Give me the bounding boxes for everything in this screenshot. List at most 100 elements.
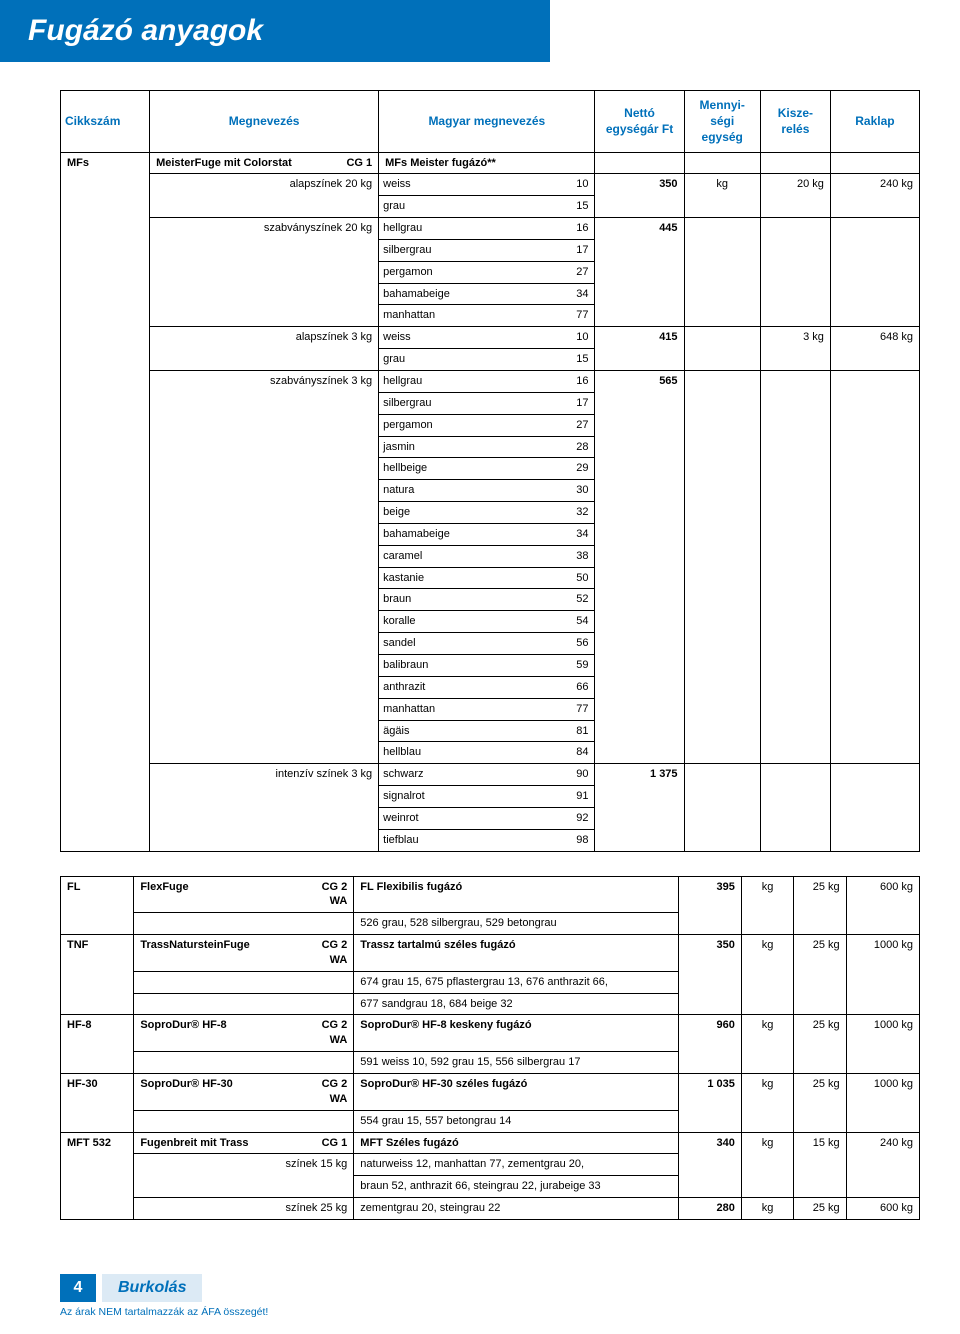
product-extra-row: színek 25 kgzementgrau 20, steingrau 222… bbox=[61, 1198, 920, 1220]
color-name: weiss bbox=[379, 327, 551, 349]
color-name: koralle bbox=[379, 611, 551, 633]
cell-empty bbox=[684, 152, 760, 174]
cell-cg: CG 2 WA bbox=[296, 1074, 354, 1111]
color-num: 29 bbox=[550, 458, 595, 480]
cell-hu-sub: 591 weiss 10, 592 grau 15, 556 silbergra… bbox=[354, 1052, 679, 1074]
color-num: 52 bbox=[550, 589, 595, 611]
pack bbox=[760, 371, 830, 764]
pallet: 240 kg bbox=[846, 1132, 919, 1198]
pallet: 600 kg bbox=[846, 1198, 919, 1220]
product-row: HF-8SoproDur® HF-8CG 2 WASoproDur® HF-8 … bbox=[61, 1015, 920, 1052]
color-name: balibraun bbox=[379, 654, 551, 676]
color-num: 66 bbox=[550, 676, 595, 698]
color-num: 28 bbox=[550, 436, 595, 458]
unit bbox=[684, 764, 760, 851]
cell-hu-sub: naturweiss 12, manhattan 77, zementgrau … bbox=[354, 1154, 679, 1176]
cell-empty bbox=[760, 152, 830, 174]
product-title-row: MFsMeisterFuge mit ColorstatCG 1MFs Meis… bbox=[61, 152, 920, 174]
pallet: 648 kg bbox=[830, 327, 919, 371]
color-name: silbergrau bbox=[379, 239, 551, 261]
group-label: szabványszínek 3 kg bbox=[150, 371, 379, 764]
color-num: 30 bbox=[550, 480, 595, 502]
color-name: grau bbox=[379, 196, 551, 218]
product-table-1: Cikkszám Megnevezés Magyar megnevezés Ne… bbox=[60, 90, 920, 852]
group-label: intenzív színek 3 kg bbox=[150, 764, 379, 851]
th-magyar: Magyar megnevezés bbox=[379, 91, 595, 153]
cell-code: HF-8 bbox=[61, 1015, 134, 1074]
product-row: HF-30SoproDur® HF-30CG 2 WASoproDur® HF-… bbox=[61, 1074, 920, 1111]
price: 1 375 bbox=[595, 764, 684, 851]
cell-code: TNF bbox=[61, 935, 134, 1015]
color-name: kastanie bbox=[379, 567, 551, 589]
th-raklap: Raklap bbox=[830, 91, 919, 153]
color-num: 15 bbox=[550, 196, 595, 218]
product-row: MFT 532Fugenbreit mit TrassCG 1MFT Széle… bbox=[61, 1132, 920, 1154]
price: 565 bbox=[595, 371, 684, 764]
color-num: 10 bbox=[550, 327, 595, 349]
unit: kg bbox=[684, 174, 760, 218]
unit bbox=[684, 327, 760, 371]
color-num: 27 bbox=[550, 261, 595, 283]
page-title: Fugázó anyagok bbox=[28, 14, 522, 48]
cell-empty bbox=[296, 913, 354, 935]
color-num: 90 bbox=[550, 764, 595, 786]
product-row: TNFTrassNatursteinFugeCG 2 WATrassz tart… bbox=[61, 935, 920, 972]
price: 445 bbox=[595, 218, 684, 327]
color-row: intenzív színek 3 kgschwarz901 375 bbox=[61, 764, 920, 786]
color-num: 77 bbox=[550, 698, 595, 720]
color-name: ägäis bbox=[379, 720, 551, 742]
cell-name: TrassNatursteinFuge bbox=[134, 935, 296, 972]
color-row: alapszínek 20 kgweiss10350kg20 kg240 kg bbox=[61, 174, 920, 196]
color-name: braun bbox=[379, 589, 551, 611]
color-num: 10 bbox=[550, 174, 595, 196]
cell-hu-name: MFs Meister fugázó** bbox=[379, 152, 595, 174]
color-name: hellgrau bbox=[379, 371, 551, 393]
pack: 20 kg bbox=[760, 174, 830, 218]
cell-code: HF-30 bbox=[61, 1074, 134, 1133]
pallet bbox=[830, 218, 919, 327]
color-num: 77 bbox=[550, 305, 595, 327]
pack: 25 kg bbox=[794, 1198, 846, 1220]
product-row: FLFlexFugeCG 2 WAFL Flexibilis fugázó395… bbox=[61, 876, 920, 913]
group-label: alapszínek 3 kg bbox=[150, 327, 379, 371]
product-table-2: FLFlexFugeCG 2 WAFL Flexibilis fugázó395… bbox=[60, 876, 920, 1220]
unit: kg bbox=[741, 1074, 793, 1133]
cell-name: SoproDur® HF-30 bbox=[134, 1074, 296, 1111]
price: 350 bbox=[679, 935, 742, 1015]
color-num: 27 bbox=[550, 414, 595, 436]
cell-empty bbox=[296, 1052, 354, 1074]
color-name: signalrot bbox=[379, 786, 551, 808]
cell-cg: CG 2 WA bbox=[296, 1015, 354, 1052]
group-label: alapszínek 20 kg bbox=[150, 174, 379, 218]
color-num: 91 bbox=[550, 786, 595, 808]
cell-cg: CG 1 bbox=[296, 1132, 354, 1154]
unit bbox=[684, 371, 760, 764]
color-name: anthrazit bbox=[379, 676, 551, 698]
color-row: szabványszínek 3 kghellgrau16565 bbox=[61, 371, 920, 393]
color-num: 56 bbox=[550, 633, 595, 655]
cell-hu: SoproDur® HF-30 széles fugázó bbox=[354, 1074, 679, 1111]
price: 340 bbox=[679, 1132, 742, 1198]
cell-hu: Trassz tartalmú széles fugázó bbox=[354, 935, 679, 972]
color-num: 98 bbox=[550, 829, 595, 851]
th-megnevezes: Megnevezés bbox=[150, 91, 379, 153]
price: 415 bbox=[595, 327, 684, 371]
color-name: beige bbox=[379, 502, 551, 524]
price: 1 035 bbox=[679, 1074, 742, 1133]
color-num: 17 bbox=[550, 392, 595, 414]
color-name: silbergrau bbox=[379, 392, 551, 414]
th-cikkszam: Cikkszám bbox=[61, 91, 150, 153]
color-name: natura bbox=[379, 480, 551, 502]
unit: kg bbox=[741, 1198, 793, 1220]
cell-empty bbox=[134, 993, 296, 1015]
cell-empty bbox=[134, 1110, 296, 1132]
page-footer: 4 Burkolás Az árak NEM tartalmazzák az Á… bbox=[0, 1264, 960, 1334]
cell-name: Fugenbreit mit Trass bbox=[134, 1132, 296, 1154]
color-name: sandel bbox=[379, 633, 551, 655]
color-name: caramel bbox=[379, 545, 551, 567]
pallet bbox=[830, 371, 919, 764]
cell-hu: MFT Széles fugázó bbox=[354, 1132, 679, 1154]
cell-empty bbox=[296, 971, 354, 993]
page-title-bar: Fugázó anyagok bbox=[0, 0, 550, 62]
cell-name: FlexFuge bbox=[134, 876, 296, 913]
